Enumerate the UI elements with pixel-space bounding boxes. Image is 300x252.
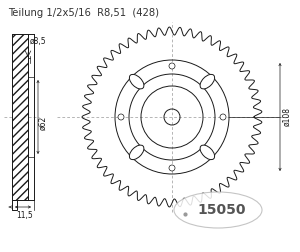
Circle shape [220, 114, 226, 120]
Text: ø108: ø108 [282, 108, 291, 127]
Circle shape [118, 114, 124, 120]
Ellipse shape [200, 145, 214, 160]
Bar [12, 34, 28, 200]
Bar [12, 34, 28, 200]
Circle shape [169, 165, 175, 171]
Text: 11,5: 11,5 [16, 211, 33, 220]
Circle shape [169, 63, 175, 69]
Text: ø62: ø62 [39, 116, 48, 130]
Ellipse shape [200, 74, 214, 89]
Text: ø8,5: ø8,5 [30, 37, 46, 46]
Ellipse shape [129, 145, 144, 160]
Text: Teilung 1/2x5/16  R8,51  (428): Teilung 1/2x5/16 R8,51 (428) [8, 8, 159, 18]
Ellipse shape [174, 192, 262, 228]
Ellipse shape [129, 74, 144, 89]
Text: 15050: 15050 [198, 203, 246, 217]
Bar [12, 200, 17, 210]
